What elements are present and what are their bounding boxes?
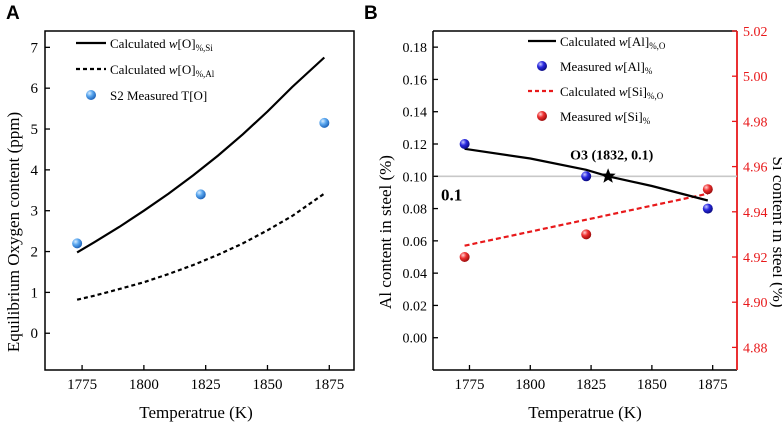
series-calculated-o-al	[76, 192, 325, 301]
y-tick-label: 6	[31, 81, 39, 97]
measured-si-point	[581, 229, 592, 240]
right-y-tick-label: 4.94	[743, 206, 768, 221]
legend-a-calc-si: Calculated w[O]%,Si	[110, 36, 213, 53]
panel-b-right-ticks: 4.88 4.90 4.92 4.94 4.96 4.98 5.00 5.02	[732, 25, 768, 356]
measured-to-point	[72, 238, 83, 249]
x-tick-label: 1825	[191, 377, 221, 393]
panel-a-y-ticks: 0 1 2 3 4 5 6 7	[31, 40, 50, 342]
x-tick-label: 1850	[637, 377, 667, 393]
left-y-tick-label: 0.06	[403, 235, 428, 250]
legend-b-calc-si: Calculated w[Si]%,O	[560, 84, 664, 101]
panel-a-series	[72, 56, 330, 301]
measured-to-point	[195, 189, 206, 200]
y-tick-label: 3	[31, 204, 39, 220]
panel-a-y-axis-label: Equilibrium Oxygen content (ppm)	[4, 112, 23, 352]
right-y-tick-label: 5.00	[743, 70, 768, 85]
y-tick-label: 1	[31, 285, 39, 301]
reference-line-label: 0.1	[441, 185, 462, 204]
left-y-tick-label: 0.02	[403, 299, 428, 314]
x-tick-label: 1850	[252, 377, 282, 393]
panel-a-label: A	[6, 3, 20, 24]
x-tick-label: 1775	[454, 377, 484, 393]
y-tick-label: 0	[31, 326, 39, 342]
legend-a-marker	[86, 90, 96, 100]
left-y-tick-label: 0.00	[403, 332, 428, 347]
measured-si-point	[702, 184, 713, 195]
y-tick-label: 4	[31, 163, 39, 179]
panel-a-x-axis-label: Temperatrue (K)	[139, 403, 253, 422]
panel-b-label: B	[364, 3, 378, 24]
measured-to-point	[319, 117, 330, 128]
x-tick-label: 1875	[314, 377, 344, 393]
x-tick-label: 1800	[129, 377, 159, 393]
panel-b-x-ticks: 1775 1800 1825 1850 1875	[454, 365, 728, 393]
panel-a: A 0 1 2 3 4 5 6 7 1775 1800 1825 1850 1875 Temperat…	[4, 3, 355, 422]
right-y-tick-label: 4.92	[743, 251, 768, 266]
series-calculated-si-o	[464, 192, 709, 247]
panel-b-legend: Calculated w[Al]%,O Measured w[Al]% Calc…	[528, 34, 666, 126]
panel-b: B 0.000.020.040.060.080.100.120.140.160.…	[364, 3, 782, 422]
x-tick-label: 1775	[67, 377, 97, 393]
legend-b-meas-al: Measured w[Al]%	[560, 59, 653, 76]
panel-a-plot-frame	[44, 30, 355, 371]
panel-b-x-axis-label: Temperatrue (K)	[528, 403, 642, 422]
legend-a-measured: S2 Measured T[O]	[110, 88, 207, 103]
measured-si-point	[459, 252, 470, 262]
o3-annotation: O3 (1832, 0.1)	[570, 148, 654, 163]
measured-al-point	[702, 203, 713, 214]
series-calculated-o-si	[76, 56, 326, 254]
measured-al-point	[459, 139, 470, 149]
right-y-tick-label: 4.90	[743, 296, 768, 311]
left-y-tick-label: 0.14	[403, 106, 428, 121]
left-y-tick-label: 0.08	[403, 203, 428, 218]
left-y-tick-label: 0.18	[403, 41, 428, 56]
panel-a-x-ticks: 1775 1800 1825 1850 1875	[67, 365, 344, 393]
x-tick-label: 1875	[698, 377, 728, 393]
legend-a-calc-al: Calculated w[O]%,Al	[110, 62, 215, 79]
left-y-tick-label: 0.10	[403, 170, 428, 185]
legend-b-calc-al: Calculated w[Al]%,O	[560, 34, 666, 51]
panel-b-left-ticks: 0.00 0.02 0.04 0.06 0.08 0.10 0.12 0.14 0.16 0.18	[403, 41, 438, 347]
x-tick-label: 1800	[515, 377, 545, 393]
right-y-tick-label: 4.96	[743, 161, 768, 176]
panel-b-series	[459, 139, 713, 262]
y-tick-label: 7	[31, 40, 39, 56]
measured-al-point	[581, 171, 592, 182]
y-tick-label: 2	[31, 245, 39, 261]
legend-b-al-marker	[537, 61, 547, 71]
panel-b-left-axis-label: Al content in steel (%)	[376, 155, 395, 309]
left-y-tick-label: 0.16	[403, 73, 428, 88]
left-y-tick-label: 0.12	[403, 138, 428, 153]
legend-b-meas-si: Measured w[Si]%	[560, 109, 651, 126]
left-y-tick-label: 0.04	[403, 267, 428, 282]
legend-b-si-marker	[537, 111, 547, 121]
right-y-tick-label: 5.02	[743, 25, 768, 40]
right-y-tick-label: 4.98	[743, 115, 768, 130]
y-tick-label: 5	[31, 122, 39, 138]
series-calculated-al-o	[464, 147, 709, 202]
x-tick-label: 1825	[576, 377, 606, 393]
panel-b-right-axis-label: Si content in steel (%)	[769, 156, 782, 307]
panel-a-legend: Calculated w[O]%,Si Calculated w[O]%,Al …	[76, 36, 215, 103]
right-y-tick-label: 4.88	[743, 341, 768, 356]
o3-star-marker	[600, 168, 616, 183]
